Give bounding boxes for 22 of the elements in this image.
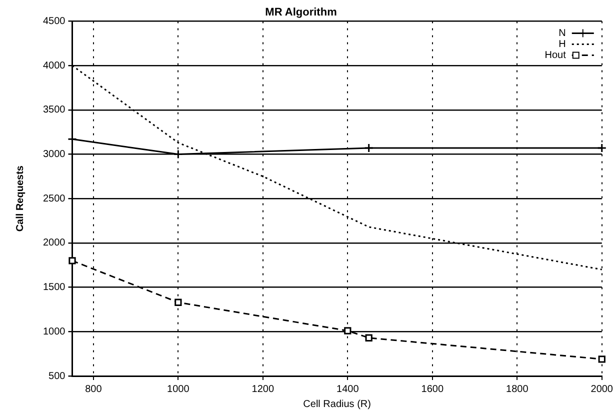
x-axis-title: Cell Radius (R) [303,398,371,410]
y-axis-title: Call Requests [14,165,26,232]
y-tick-label: 4500 [42,16,66,27]
y-tick-label: 3500 [42,104,66,116]
y-tick-label: 4000 [42,60,66,72]
y-tick-label: 1500 [42,282,66,294]
x-tick-label: 1000 [167,384,190,395]
y-tick-label: 3000 [42,149,66,160]
y-tick-label: 2500 [42,193,66,204]
x-tick-label: 2000 [590,384,614,395]
legend-label: N [558,28,566,39]
legend-label: H [558,38,566,50]
legend-label: Hout [544,50,566,61]
y-tick-label: 1000 [42,326,66,338]
x-tick-label: 1600 [421,384,444,395]
chart-title: MR Algorithm [265,6,338,19]
x-tick-label: 1800 [506,384,529,395]
y-tick-label: 500 [48,370,66,382]
x-tick-label: 1200 [252,384,274,395]
x-tick-label: 1400 [336,384,360,395]
y-tick-label: 2000 [42,238,66,249]
x-tick-label: 800 [85,384,102,395]
